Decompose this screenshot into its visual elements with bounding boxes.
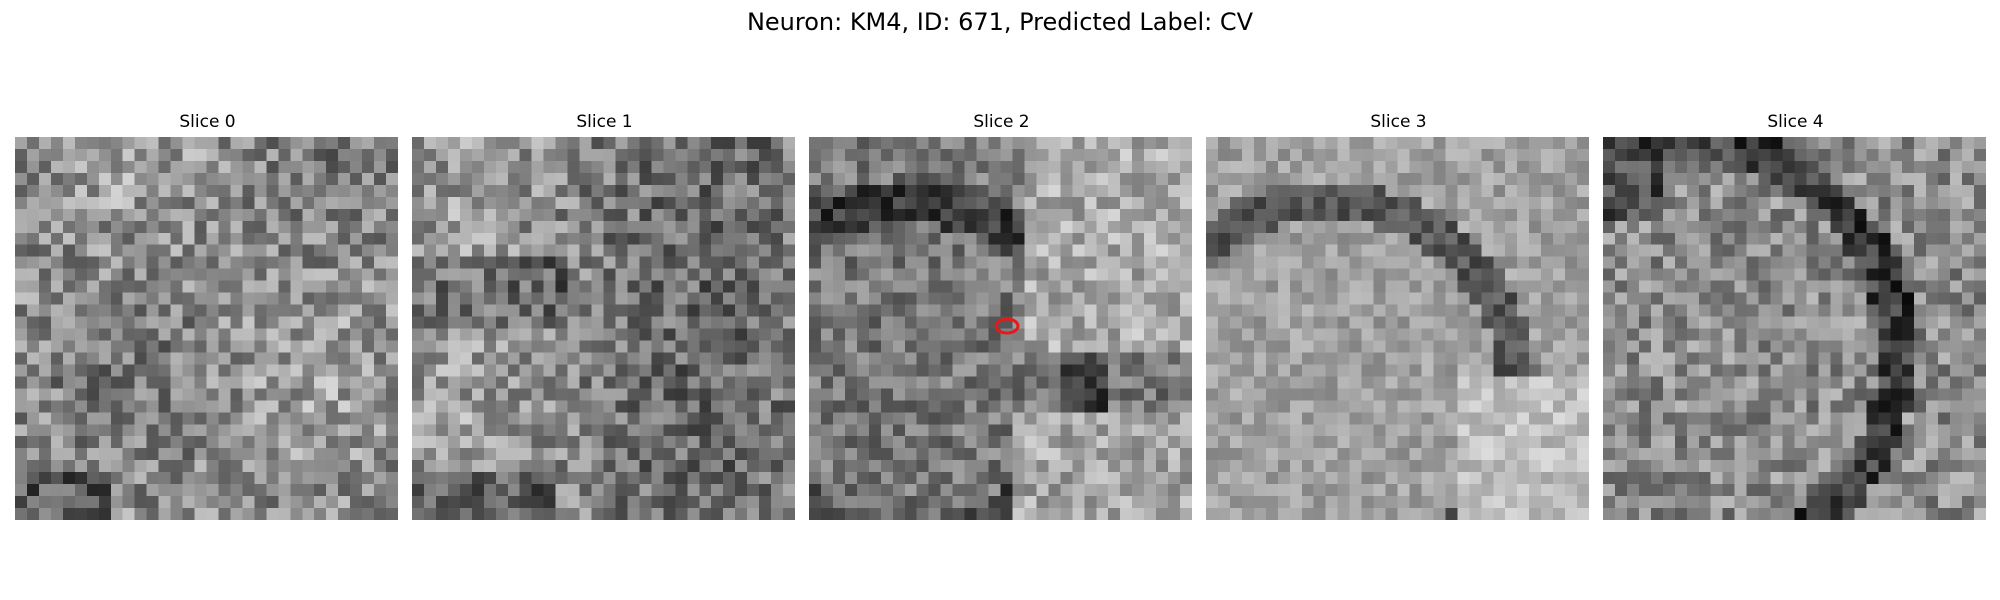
- slice-panel-3: Slice 3: [1206, 112, 1591, 520]
- figure-title: Neuron: KM4, ID: 671, Predicted Label: C…: [746, 8, 1254, 36]
- slice-title: Slice 4: [1767, 112, 1824, 132]
- slice-panel-1: Slice 1: [412, 112, 797, 520]
- slice-title: Slice 1: [576, 112, 633, 132]
- slice-panel-4: Slice 4: [1603, 112, 1988, 520]
- slice-panel-0: Slice 0: [15, 112, 400, 520]
- slice-image: [1206, 137, 1589, 520]
- slice-panel-2: Slice 2: [809, 112, 1194, 520]
- slice-title: Slice 3: [1370, 112, 1427, 132]
- slice-image: [15, 137, 398, 520]
- slice-title: Slice 2: [973, 112, 1030, 132]
- slice-image: [809, 137, 1192, 520]
- slice-title: Slice 0: [179, 112, 236, 132]
- slice-image: [412, 137, 795, 520]
- slice-image: [1603, 137, 1986, 520]
